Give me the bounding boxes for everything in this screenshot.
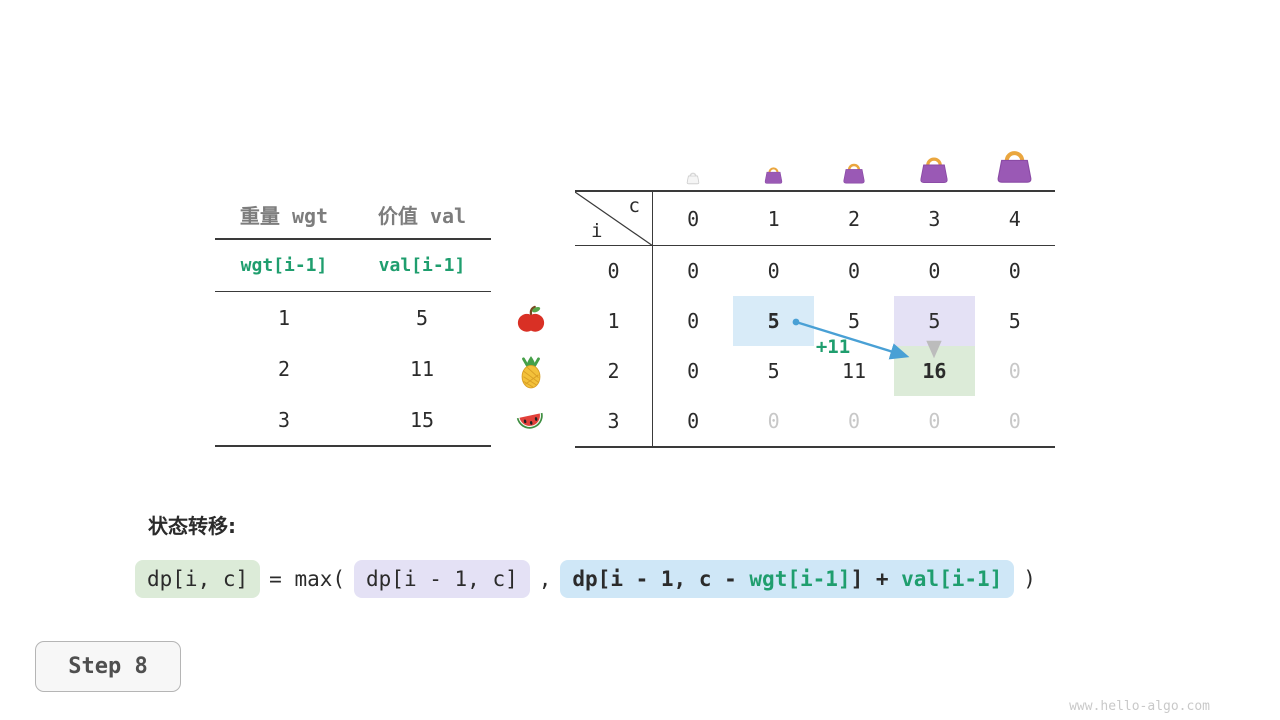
dp-cell-r3c4: 0 [1008,409,1021,433]
col-header-1: 1 [733,192,814,246]
formula-close-paren: ) [1023,567,1036,591]
item2-value: 11 [409,356,435,381]
bag-capacity-4 [992,147,1037,185]
dp-cell-r0c4: 0 [1008,259,1021,283]
bag-capacity-0 [685,171,701,185]
row-header-1: 1 [575,296,653,346]
dp-cell-r1c1-source-highlight: 5 [733,296,814,346]
dp-cell-r2c3-current-highlight: 16 [894,346,975,396]
plus-value-annotation: +11 [815,336,851,358]
dp-cell-r1c4: 5 [1008,309,1021,333]
bag-capacity-1 [762,165,785,185]
step-badge: Step 8 [35,641,181,692]
corner-col-var: c [628,195,640,217]
col-header-0: 0 [653,192,734,246]
value-column-header: 价值 val [377,203,467,228]
dp-cell-r2c0: 0 [687,359,700,383]
item3-value: 15 [409,407,435,432]
row-header-3: 3 [575,396,653,446]
bag-capacity-3 [916,154,952,185]
dp-cell-r0c1: 0 [767,259,780,283]
weight-value-table: 重量 wgt 价值 val wgt[i-1] val[i-1] 1 5 2 11… [215,190,491,447]
dp-cell-r2c1: 5 [767,359,780,383]
formula-take-val: val[i-1] [901,567,1003,591]
item-row-2: 2 11 [215,343,491,394]
dp-cell-r3c3: 0 [928,409,941,433]
formula-take-prefix: dp[i - 1, c - [572,567,750,591]
dp-cell-r0c0: 0 [687,259,700,283]
state-transition-label: 状态转移: [148,514,236,538]
corner-row-var: i [591,220,603,242]
dp-cell-r3c2: 0 [847,409,861,433]
row-header-0: 0 [575,246,653,296]
watermelon-icon [509,396,547,439]
dp-cell-r2c4: 0 [1008,359,1021,383]
apple-icon [516,304,546,336]
col-header-4: 4 [974,192,1055,246]
item1-value: 5 [415,305,429,330]
formula-dp-take: dp[i - 1, c - wgt[i-1]] + val[i-1] [560,560,1015,598]
weight-column-header: 重量 wgt [239,203,329,228]
item-row-3: 3 15 [215,394,491,445]
item2-weight: 2 [277,356,291,381]
pineapple-icon [516,355,546,389]
formula-dp-current: dp[i, c] [135,560,261,598]
watermark: www.hello-algo.com [1069,699,1210,714]
col-header-3: 3 [894,192,975,246]
dp-cell-r0c3: 0 [928,259,941,283]
formula-take-wgt: wgt[i-1] [749,567,851,591]
bag-capacity-2 [840,161,868,185]
weight-value-header-row: 重量 wgt 价值 val [215,190,491,240]
formula-dp-skip: dp[i - 1, c] [354,560,530,598]
dp-cell-r3c0: 0 [687,409,700,433]
formula-take-mid: ] + [850,567,902,591]
formula-equals-max: = max( [269,567,346,591]
item3-weight: 3 [277,407,291,432]
val-formula-cell: val[i-1] [378,255,466,276]
item1-weight: 1 [277,305,291,330]
col-header-2: 2 [813,192,895,246]
dp-cell-r3c1: 0 [767,409,780,433]
dp-corner-cell: c i [575,192,653,246]
dp-cell-r1c0: 0 [687,309,700,333]
dp-cell-r2c2: 11 [841,359,867,383]
dp-cell-r0c2: 0 [847,259,861,283]
formula-comma: , [538,567,552,591]
item-row-1: 1 5 [215,292,491,343]
wgt-formula-cell: wgt[i-1] [240,255,328,276]
dp-table: c i 0 1 2 3 4 0 0 0 0 0 0 1 0 5 5 5 5 2 … [575,190,1055,448]
weight-value-formula-row: wgt[i-1] val[i-1] [215,240,491,292]
dp-cell-r1c3-skip-highlight: 5 [894,296,975,346]
row-header-2: 2 [575,346,653,396]
state-transition-formula: dp[i, c] = max( dp[i - 1, c] , dp[i - 1,… [135,560,1045,598]
